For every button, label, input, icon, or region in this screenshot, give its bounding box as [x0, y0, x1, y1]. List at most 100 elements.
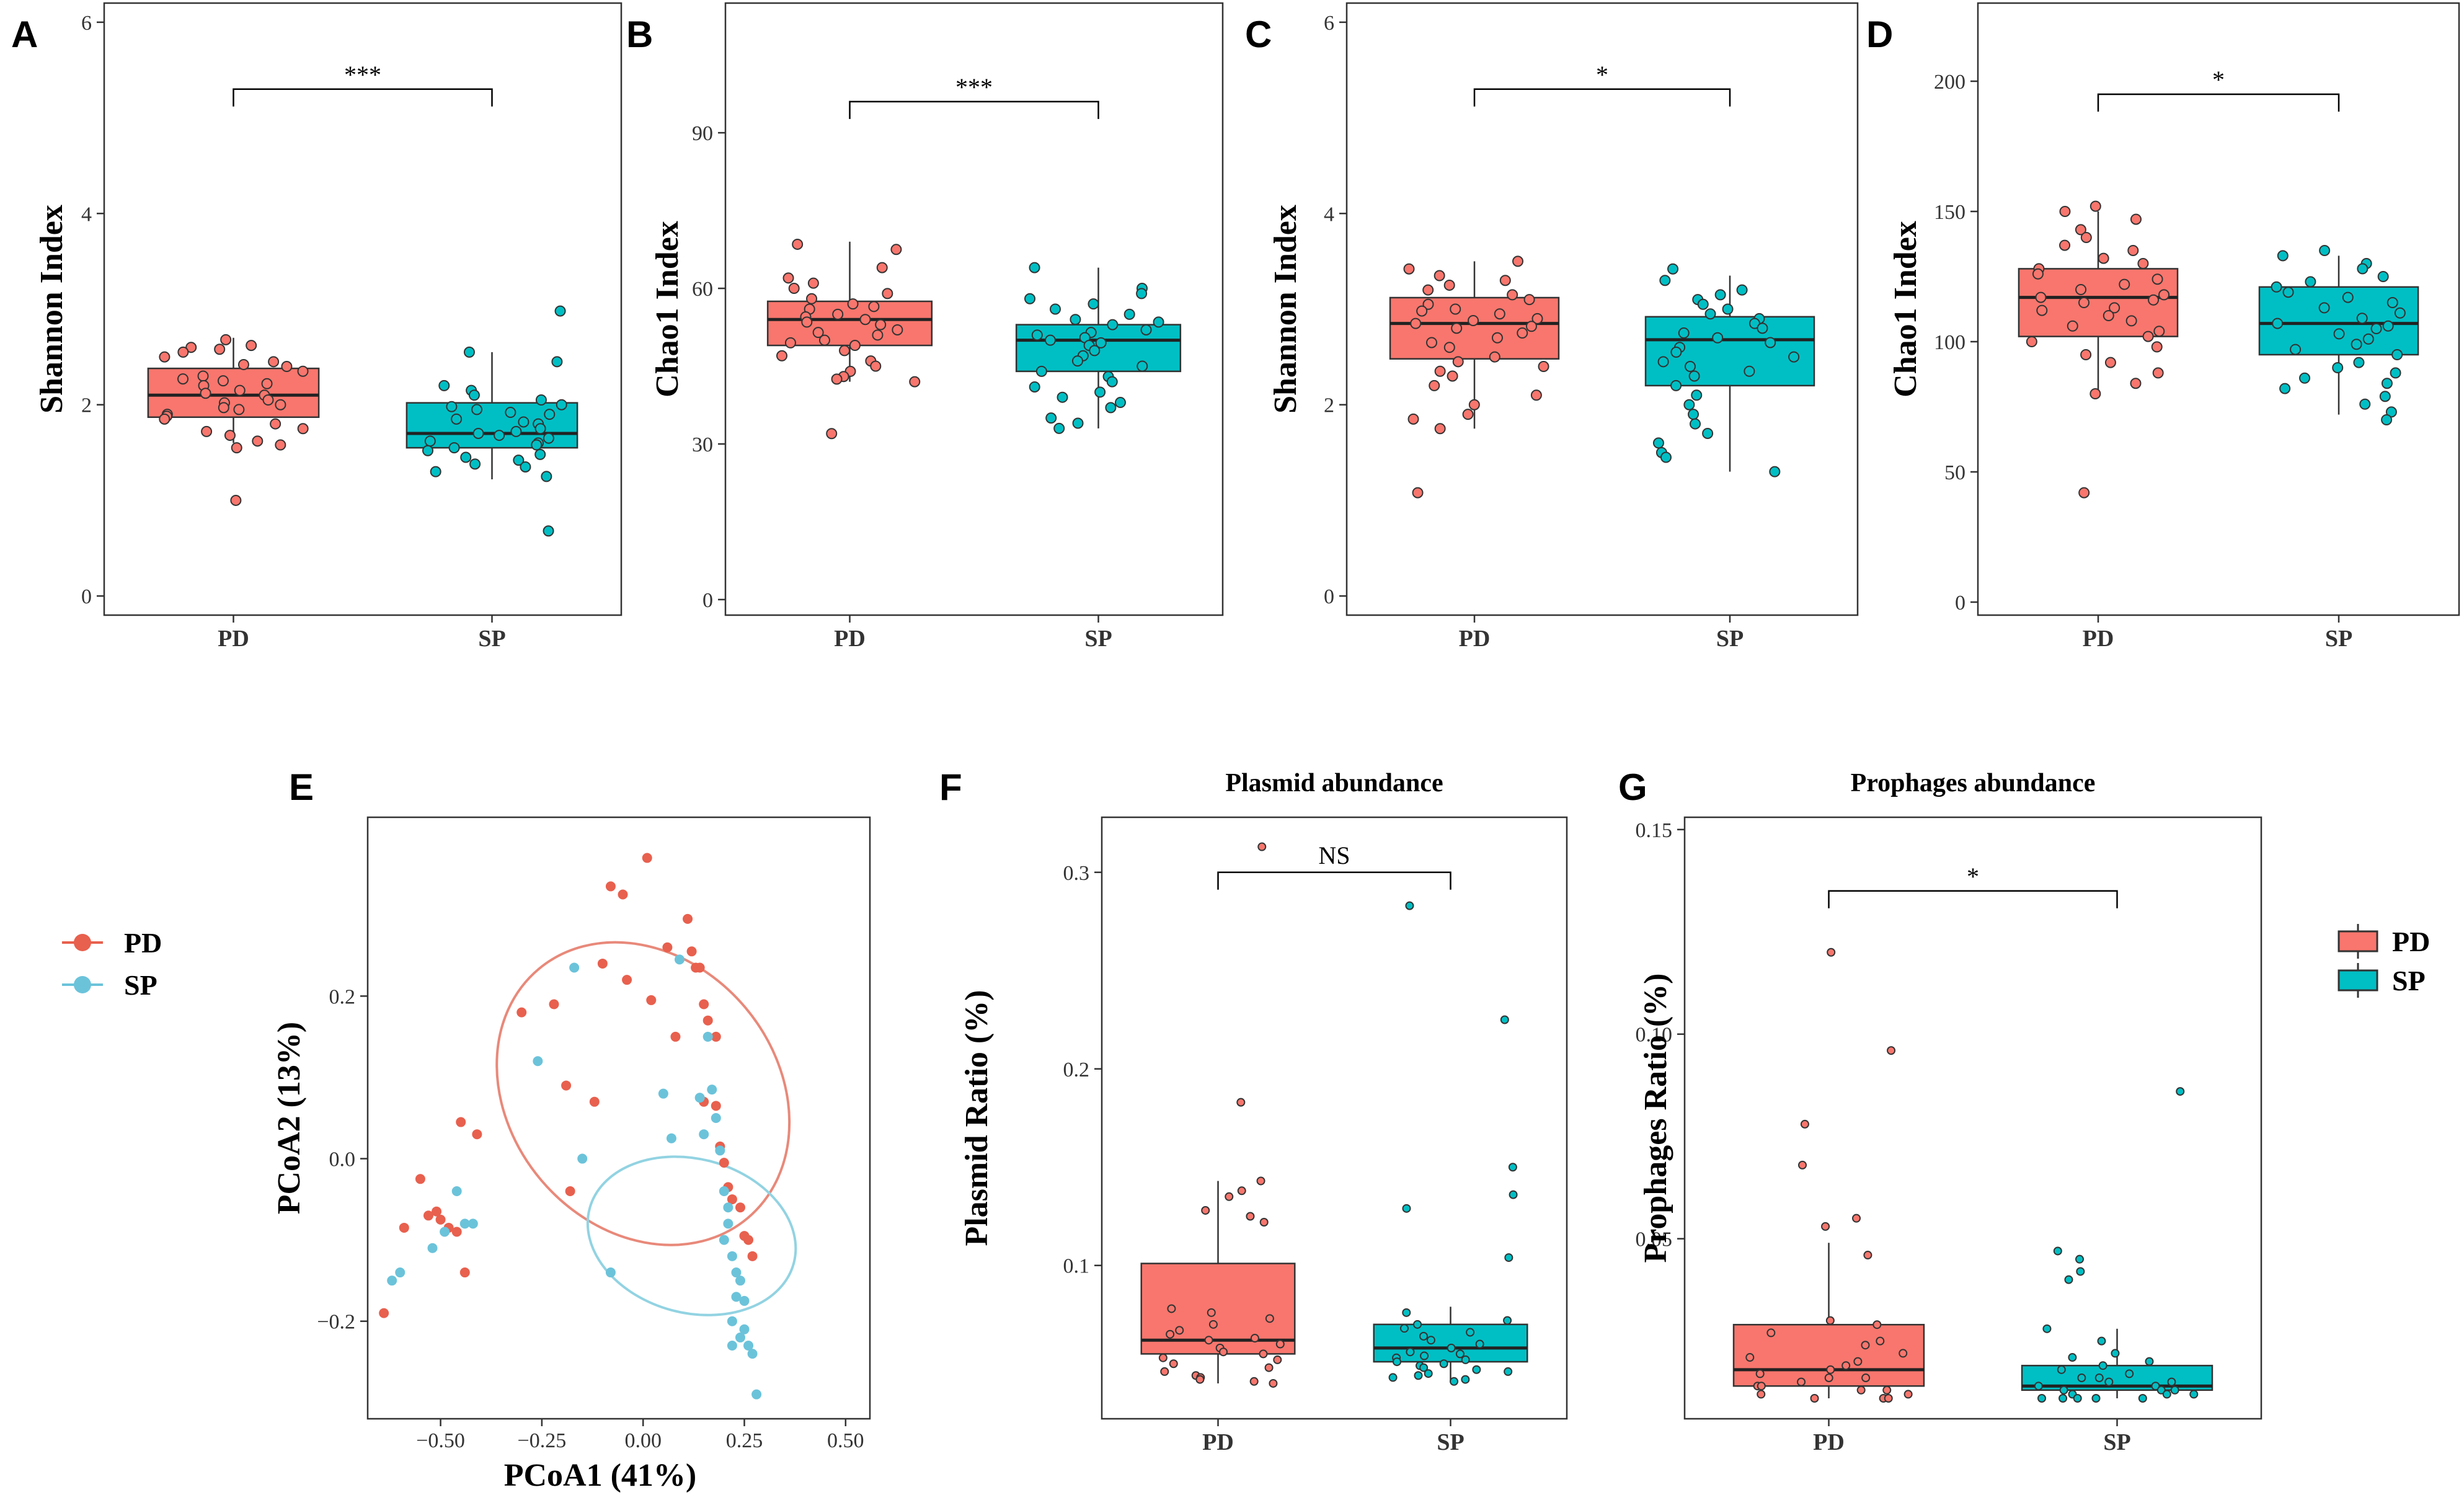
- data-point-sp: [1105, 402, 1117, 414]
- data-point-pd: [1531, 313, 1543, 324]
- x-tick-label: 0.50: [827, 1429, 864, 1452]
- data-point-sp: [531, 439, 543, 451]
- data-point-pd: [234, 384, 246, 396]
- data-point-pd: [782, 272, 794, 284]
- data-point-sp: [1660, 451, 1672, 463]
- data-point-sp: [468, 389, 480, 401]
- data-point-pd: [1899, 1349, 1908, 1358]
- data-point-pd: [847, 298, 859, 310]
- significance-bracket-c: [1473, 88, 1731, 107]
- panel-letter-a: A: [11, 14, 38, 55]
- data-point-sp: [1140, 324, 1152, 335]
- data-point-pd: [1160, 1367, 1169, 1376]
- data-point-pd: [1451, 322, 1463, 334]
- data-point-pd: [2152, 273, 2163, 285]
- plot-frame-g: [1683, 816, 2262, 1420]
- data-point-pd: [261, 378, 273, 389]
- significance-bracket-b: [849, 100, 1099, 119]
- pcoa-point-pd: [646, 995, 657, 1005]
- data-point-sp: [505, 407, 516, 419]
- data-point-pd: [2158, 289, 2170, 301]
- data-point-sp: [1070, 314, 1081, 326]
- y-tick-label: 200: [1934, 71, 1965, 94]
- pcoa-point-sp: [387, 1276, 397, 1286]
- panel-B: B 0 30 60 90 Chao1 Index PD SP ***: [626, 2, 1224, 652]
- panel-G: G 0.05 0.10 0.15 Prophages Ratio (%) Prophage…: [1618, 766, 2262, 1455]
- data-point-pd: [1426, 337, 1438, 348]
- data-point-pd: [1800, 1119, 1809, 1129]
- data-point-sp: [1702, 427, 1714, 439]
- data-point-pd: [831, 373, 843, 385]
- data-point-pd: [2075, 284, 2087, 295]
- data-point-sp: [543, 432, 554, 444]
- data-point-sp: [2034, 1382, 2043, 1391]
- data-point-pd: [1207, 1308, 1216, 1317]
- data-point-sp: [2277, 250, 2289, 262]
- data-point-sp: [1029, 262, 1040, 273]
- y-axis-label-g: Prophages Ratio (%): [1638, 973, 1673, 1263]
- data-point-sp: [1678, 327, 1690, 339]
- y-tick-label: 30: [692, 433, 713, 456]
- data-point-pd: [1821, 1222, 1830, 1231]
- data-point-pd: [177, 373, 189, 385]
- panel-letter-d: D: [1866, 14, 1893, 55]
- data-point-pd: [1236, 1098, 1246, 1107]
- data-point-sp: [2359, 398, 2371, 410]
- data-point-pd: [1275, 1339, 1285, 1349]
- data-point-sp: [1765, 337, 1776, 348]
- data-point-pd: [262, 394, 274, 406]
- data-point-sp: [1405, 901, 1414, 910]
- data-point-sp: [1450, 1377, 1459, 1386]
- legend-pcoa-pd-marker: [74, 934, 91, 951]
- pcoa-point-sp: [719, 1186, 729, 1196]
- data-point-pd: [2125, 315, 2137, 327]
- data-point-sp: [1388, 1373, 1398, 1382]
- data-point-pd: [1158, 1353, 1168, 1362]
- data-point-sp: [1136, 288, 1148, 300]
- data-point-pd: [2098, 252, 2109, 264]
- data-point-sp: [2362, 333, 2374, 345]
- data-point-pd: [1468, 315, 1479, 327]
- significance-label-f: NS: [1318, 841, 1350, 869]
- data-point-sp: [1024, 293, 1036, 304]
- legend-pcoa-pd-label: PD: [124, 927, 162, 959]
- legend-box-pd-label: PD: [2392, 926, 2430, 957]
- data-point-pd: [1494, 308, 1505, 320]
- data-point-pd: [1853, 1357, 1863, 1366]
- pcoa-point-sp: [731, 1267, 742, 1278]
- data-point-sp: [1670, 346, 1682, 358]
- data-point-sp: [2351, 339, 2362, 350]
- pcoa-point-pd: [670, 1031, 681, 1042]
- pcoa-point-pd: [622, 975, 632, 985]
- panel-D: D 0 50 100 150 200 Chao1 Index PD SP *: [1866, 2, 2460, 652]
- data-point-sp: [1094, 386, 1106, 398]
- data-point-pd: [1429, 379, 1440, 391]
- data-point-sp: [1690, 418, 1701, 430]
- data-point-pd: [2103, 310, 2114, 321]
- data-point-pd: [1201, 1205, 1210, 1215]
- confidence-ellipse-sp: [586, 1155, 797, 1316]
- data-point-sp: [1667, 263, 1679, 275]
- pcoa-point-sp: [727, 1251, 737, 1261]
- data-point-sp: [1419, 1363, 1429, 1372]
- data-point-sp: [448, 442, 460, 454]
- pcoa-point-sp: [739, 1324, 750, 1334]
- data-point-pd: [159, 351, 171, 363]
- data-point-sp: [1071, 355, 1083, 367]
- data-point-pd: [1249, 1377, 1259, 1386]
- data-point-sp: [1402, 1204, 1411, 1213]
- data-point-pd: [1246, 1212, 1255, 1221]
- y-tick-label: 0.3: [1063, 862, 1090, 885]
- data-point-sp: [2073, 1394, 2082, 1403]
- data-point-sp: [1461, 1375, 1470, 1384]
- data-point-pd: [1499, 275, 1511, 286]
- data-point-pd: [1468, 399, 1480, 411]
- data-point-sp: [1684, 361, 1696, 373]
- data-point-sp: [1123, 308, 1135, 320]
- data-point-pd: [1167, 1304, 1176, 1313]
- data-point-sp: [2333, 328, 2345, 340]
- data-point-pd: [812, 327, 824, 339]
- data-point-pd: [1195, 1375, 1205, 1384]
- data-point-pd: [1798, 1160, 1807, 1169]
- plot-frame-d: [1977, 2, 2460, 616]
